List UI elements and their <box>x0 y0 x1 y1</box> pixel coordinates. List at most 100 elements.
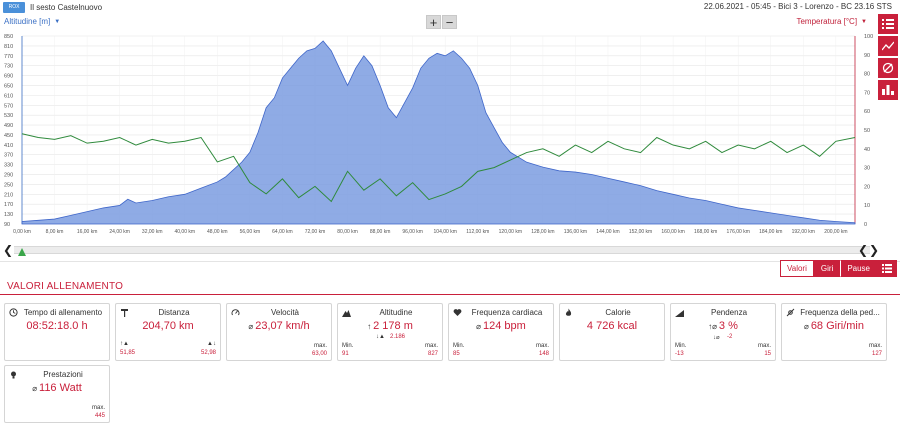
card-distanza[interactable]: Distanza 204,70 km ↑▲ 51,85 ▲↓ 52,98 <box>115 303 221 361</box>
y-left-tick-label: 490 <box>4 123 13 129</box>
list-view-button[interactable] <box>878 14 898 34</box>
x-tick-label: 8,00 km <box>46 229 64 235</box>
x-tick-label: 144,00 km <box>596 229 619 235</box>
card-cadenza[interactable]: Frequenza della ped... ⌀ 68 Giri/min max.… <box>781 303 887 361</box>
max-value: 15 <box>764 351 771 357</box>
card-label: Velocità <box>270 308 300 317</box>
card-frequenza-cardiaca[interactable]: Frequenza cardiaca ⌀ 124 bpm Min. 85 max.… <box>448 303 554 361</box>
y-right-tick-label: 40 <box>864 147 870 153</box>
activity-title: Il sesto Castelnuovo <box>30 2 103 12</box>
y-right-tick-label: 90 <box>864 53 870 59</box>
x-tick-label: 192,00 km <box>792 229 815 235</box>
card-calorie[interactable]: Calorie 4 726 kcal <box>559 303 665 361</box>
chevron-down-icon: ▼ <box>861 18 867 25</box>
y-left-tick-label: 530 <box>4 113 13 119</box>
y-left-tick-label: 410 <box>4 143 13 149</box>
y-right-tick-label: 20 <box>864 184 870 190</box>
min-label: Min. <box>342 343 354 349</box>
x-tick-label: 176,00 km <box>727 229 750 235</box>
card-label: Pendenza <box>710 308 748 317</box>
tab-giri[interactable]: Giri <box>813 260 841 277</box>
average-downhill-icon: ↓⌀ <box>713 335 720 341</box>
section-title: VALORI ALLENAMENTO <box>7 281 124 292</box>
chevron-down-icon: ▼ <box>54 18 61 25</box>
speedometer-icon <box>230 308 240 318</box>
left-axis-selector[interactable]: Altitudine [m] ▼ <box>4 17 60 26</box>
list-icon <box>882 264 892 273</box>
min-label: Min. <box>453 343 465 349</box>
downhill-icon: ▲↓ <box>207 341 216 347</box>
line-chart-icon <box>882 41 894 51</box>
y-left-tick-label: 250 <box>4 182 13 188</box>
distance-uphill: 51,85 <box>120 350 136 356</box>
y-left-tick-label: 850 <box>4 34 13 40</box>
card-label: Calorie <box>605 308 631 317</box>
y-right-tick-label: 80 <box>864 72 870 78</box>
card-value-row: ↑⌀ 3 % <box>671 320 775 332</box>
card-value: 68 Giri/min <box>810 320 864 332</box>
uphill-icon: ↑▲ <box>120 341 129 347</box>
scroll-right-handle-b[interactable]: ❯ <box>868 243 879 257</box>
scroll-track[interactable] <box>14 246 870 254</box>
max-value: 445 <box>94 413 105 419</box>
scroll-right-handle-a[interactable]: ❮ <box>857 243 868 257</box>
y-left-tick-label: 650 <box>4 83 13 89</box>
x-tick-label: 48,00 km <box>207 229 228 235</box>
card-label: Tempo di allenamento <box>23 308 103 317</box>
y-left-tick-label: 810 <box>4 44 13 50</box>
card-prestazioni[interactable]: Prestazioni ⌀ 116 Watt max. 445 <box>4 365 110 423</box>
right-axis-selector[interactable]: Temperatura [°C] ▼ <box>796 17 867 26</box>
card-altitudine[interactable]: Altitudine ↑ 2 178 m ↓▲ 2.186 Min. 91 max… <box>337 303 443 361</box>
x-tick-label: 32,00 km <box>142 229 163 235</box>
card-value: 4 726 kcal <box>586 320 638 332</box>
max-value: 127 <box>871 351 882 357</box>
clock-icon <box>8 308 18 318</box>
top-bar: ROX Il sesto Castelnuovo 22.06.2021 - 05… <box>0 0 900 14</box>
card-label: Altitudine <box>379 308 413 317</box>
card-tempo[interactable]: Tempo di allenamento 08:52:18.0 h <box>4 303 110 361</box>
min-label: Min. <box>675 343 687 349</box>
y-right-tick-label: 100 <box>864 34 873 40</box>
zoom-out-button[interactable]: − <box>442 15 457 29</box>
average-icon: ⌀ <box>476 322 481 331</box>
y-left-tick-label: 330 <box>4 163 13 169</box>
x-tick-label: 88,00 km <box>370 229 391 235</box>
position-marker[interactable] <box>18 248 26 256</box>
max-label: max. <box>757 343 771 349</box>
app-logo: ROX <box>3 1 25 13</box>
left-axis-label: Altitudine [m] <box>4 17 51 26</box>
card-label: Prestazioni <box>43 370 83 379</box>
bulb-icon <box>8 370 18 380</box>
line-chart-button[interactable] <box>878 36 898 56</box>
heart-icon <box>452 308 462 318</box>
card-value-row: ↑ 2 178 m <box>338 320 442 332</box>
tab-valori[interactable]: Valori <box>780 260 814 277</box>
zoom-in-button[interactable]: + <box>426 15 441 29</box>
descent-value: 2.186 <box>390 334 406 340</box>
tab-pause[interactable]: Pause <box>840 260 877 277</box>
scroll-left-handle[interactable]: ❮ <box>3 243 14 257</box>
bar-chart-icon <box>882 85 894 95</box>
x-tick-label: 200,00 km <box>824 229 847 235</box>
card-velocita[interactable]: Velocità ⌀ 23,07 km/h max. 63,00 <box>226 303 332 361</box>
elevation-temperature-chart[interactable]: 90 130 170 210 250 290 330 370 410 450 490 530 570 61… <box>0 30 880 244</box>
pie-chart-button[interactable] <box>878 58 898 78</box>
x-tick-label: 120,00 km <box>499 229 522 235</box>
slope-icon <box>674 308 684 318</box>
y-left-tick-label: 370 <box>4 153 13 159</box>
stats-cards: Tempo di allenamento 08:52:18.0 h Distan… <box>0 303 900 425</box>
pie-icon <box>882 62 894 74</box>
pedal-icon <box>785 308 795 318</box>
x-tick-label: 64,00 km <box>272 229 293 235</box>
bar-chart-button[interactable] <box>878 80 898 100</box>
x-tick-label: 0,00 km <box>13 229 31 235</box>
min-value: -13 <box>675 351 684 357</box>
card-value: 204,70 km <box>142 320 194 332</box>
tab-list-button[interactable] <box>877 260 897 277</box>
chart-range-scroller[interactable]: ❮ ❮ ❯ <box>0 243 900 257</box>
y-right-tick-label: 30 <box>864 166 870 172</box>
x-tick-label: 40,00 km <box>174 229 195 235</box>
card-value: 124 bpm <box>483 320 526 332</box>
y-left-tick-label: 290 <box>4 173 13 179</box>
card-pendenza[interactable]: Pendenza ↑⌀ 3 % ↓⌀ -2 Min. -13 max. 15 <box>670 303 776 361</box>
